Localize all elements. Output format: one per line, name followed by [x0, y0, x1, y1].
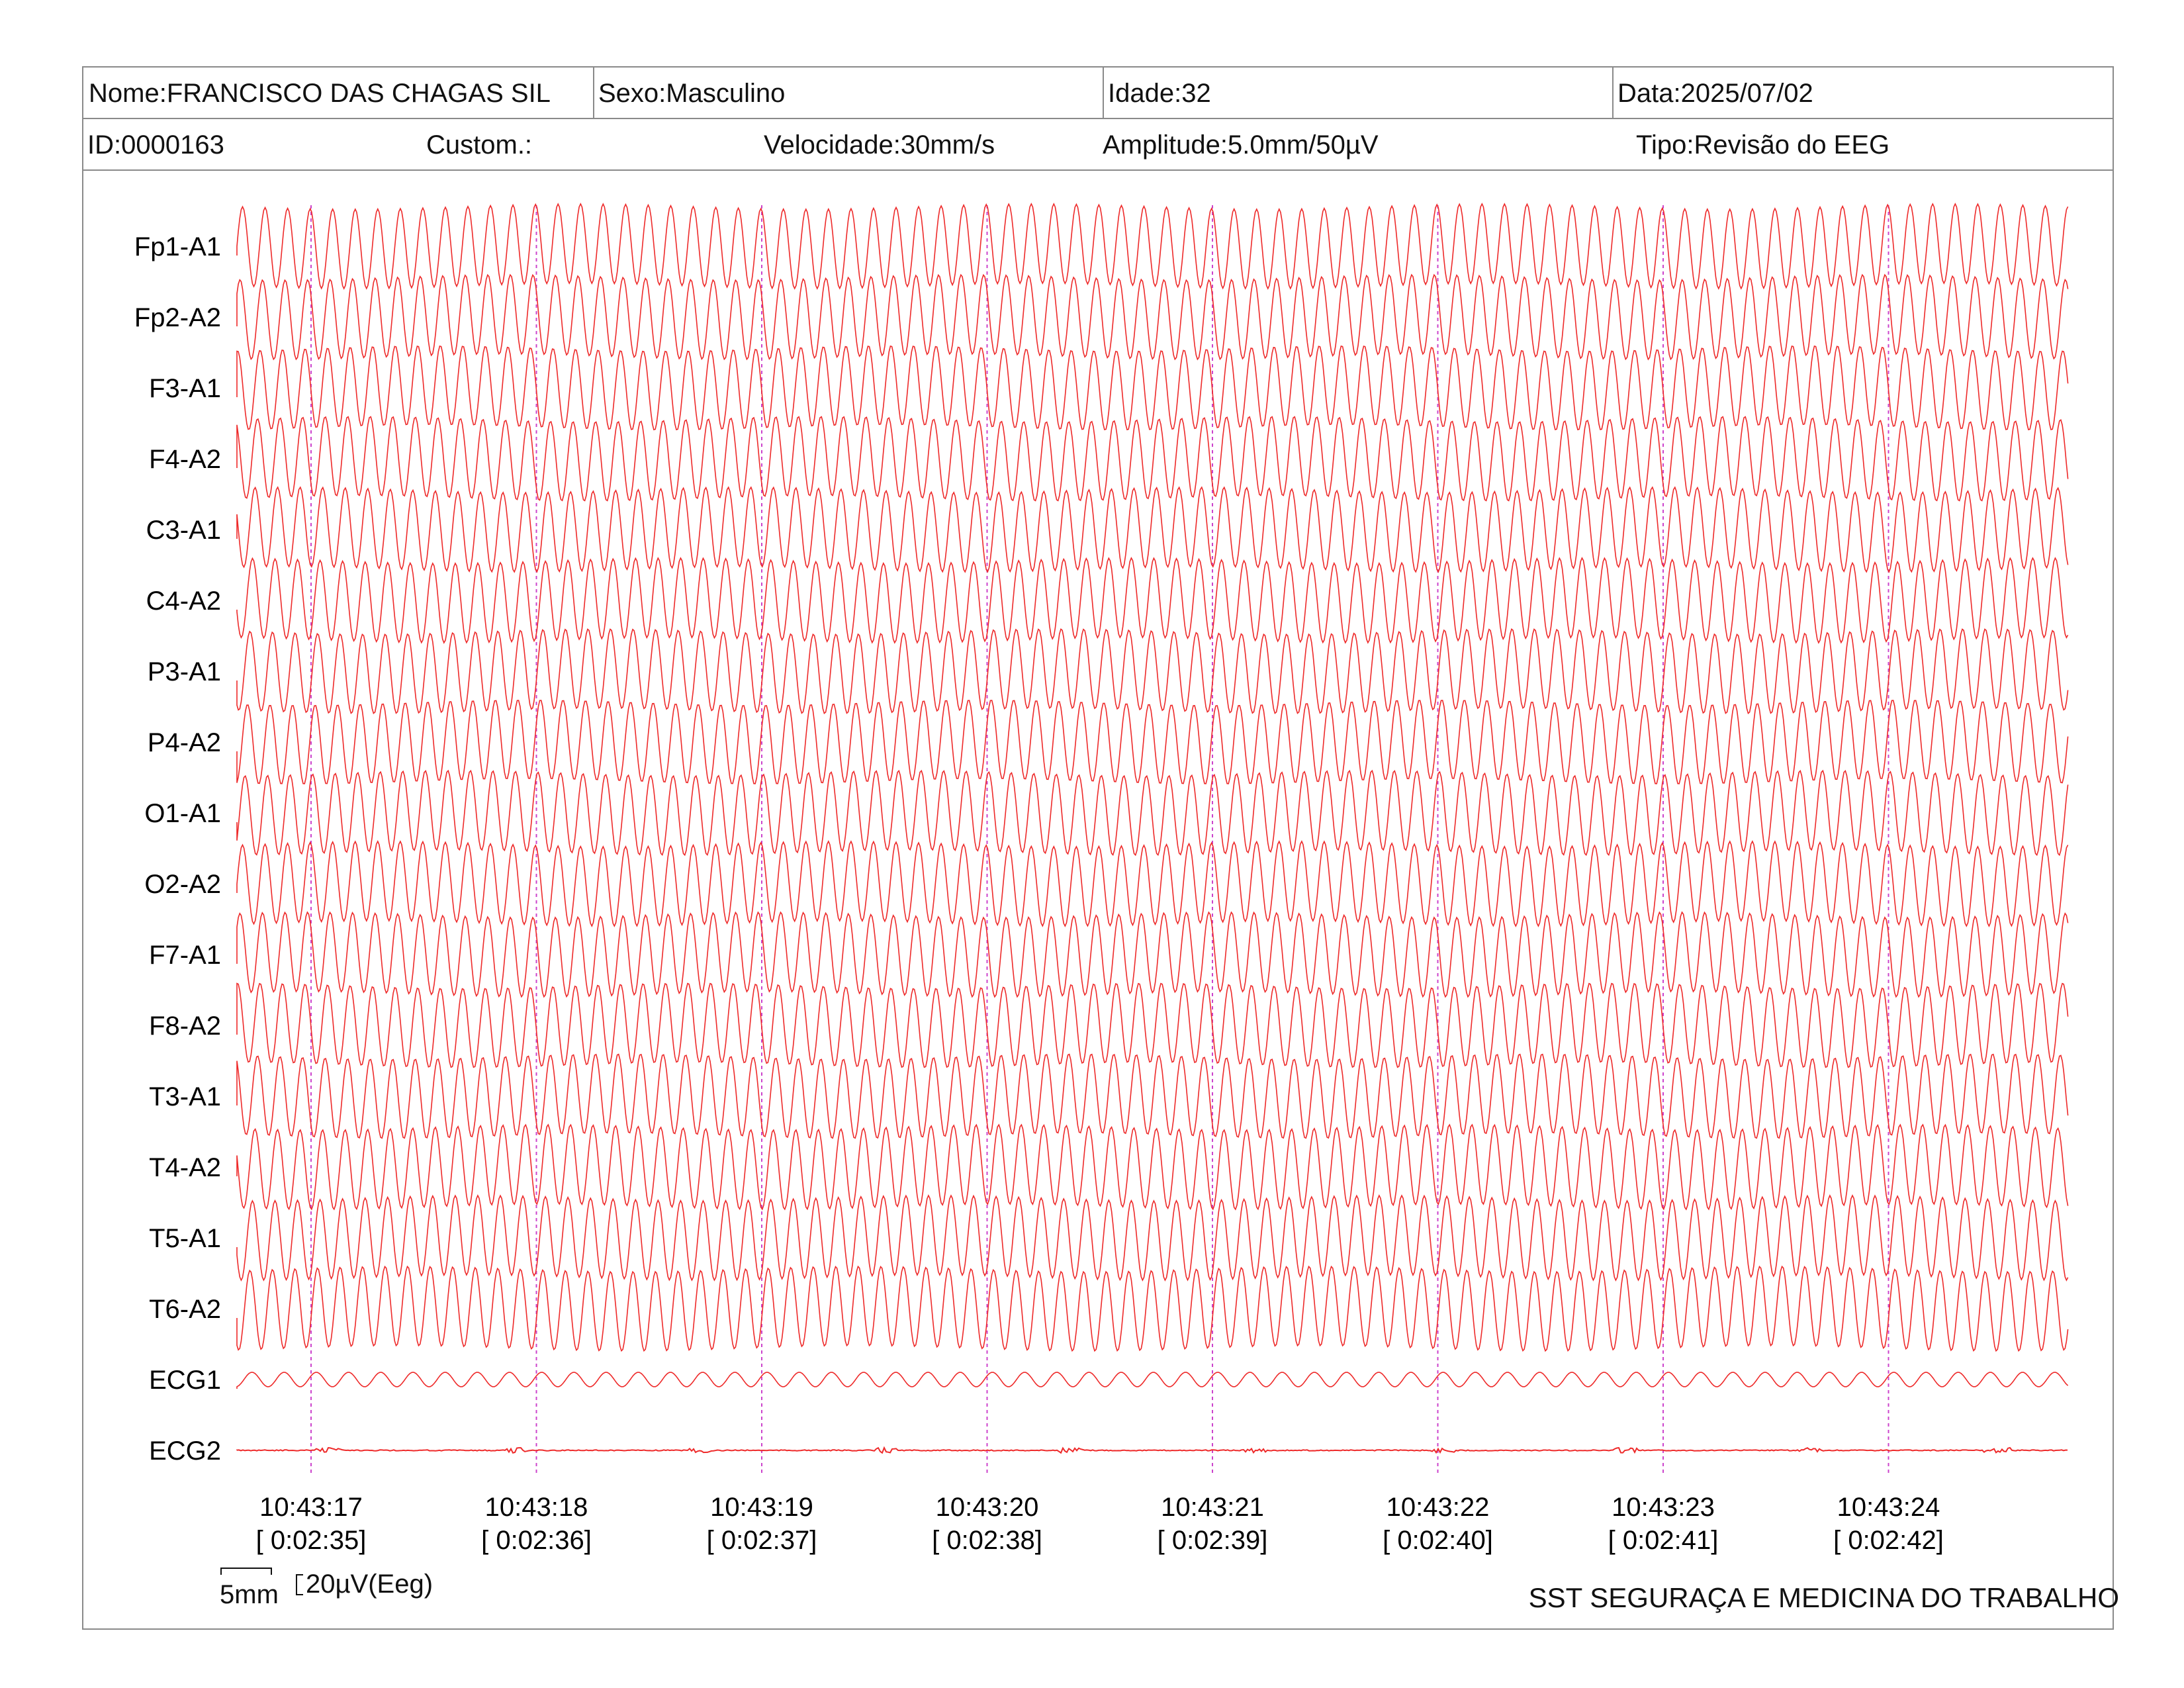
- channel-trace-t3-a1: [236, 1053, 2069, 1139]
- patient-id: ID:0000163: [87, 130, 224, 160]
- calibration-scale: 5mm 20µV(Eeg): [218, 1566, 470, 1612]
- time-clock-label: 10:43:22: [1387, 1493, 1490, 1522]
- channel-label: T6-A2: [149, 1295, 221, 1324]
- channel-label: P4-A2: [148, 728, 221, 757]
- channel-trace-f4-a2: [236, 416, 2069, 502]
- report-frame: Nome:FRANCISCO DAS CHAGAS SIL Sexo:Mascu…: [82, 66, 2114, 1630]
- time-clock-label: 10:43:19: [710, 1493, 813, 1522]
- channel-label: T4-A2: [149, 1153, 221, 1182]
- time-elapsed-label: [ 0:02:39]: [1158, 1526, 1268, 1555]
- custom-field: Custom.:: [426, 130, 533, 160]
- channel-trace-f7-a1: [236, 911, 2069, 998]
- channel-label: P3-A1: [148, 657, 221, 686]
- channel-trace-f3-a1: [236, 345, 2069, 431]
- channel-trace-fp2-a2: [236, 273, 2069, 361]
- channel-label: O2-A2: [144, 870, 221, 899]
- channel-label: C4-A2: [146, 586, 221, 616]
- channel-label: C3-A1: [146, 516, 221, 545]
- channel-label: ECG1: [149, 1366, 221, 1395]
- channel-label: Fp2-A2: [134, 303, 221, 332]
- time-scale-label: 5mm: [220, 1580, 279, 1609]
- patient-sex: Sexo:Masculino: [593, 68, 1103, 118]
- channel-label: F8-A2: [149, 1011, 221, 1041]
- time-labels: 10:43:17 [ 0:02:35] 10:43:18 [ 0:02:36] 10:4…: [256, 1493, 1944, 1555]
- channel-trace-t4-a2: [236, 1123, 2069, 1211]
- time-clock-label: 10:43:24: [1837, 1493, 1940, 1522]
- channel-trace-ecg2: [236, 1446, 2068, 1454]
- channel-label: O1-A1: [144, 799, 221, 828]
- channel-trace-t6-a2: [236, 1265, 2069, 1352]
- channel-trace-fp1-a1: [236, 203, 2069, 290]
- calibration-marks: [220, 1568, 303, 1595]
- time-clock-label: 10:43:23: [1612, 1493, 1715, 1522]
- channel-label: F3-A1: [149, 374, 221, 403]
- speed-setting: Velocidade:30mm/s: [764, 130, 995, 160]
- time-clock-label: 10:43:17: [259, 1493, 363, 1522]
- time-scale-bracket: [220, 1568, 272, 1575]
- channel-trace-p4-a2: [236, 700, 2069, 784]
- amp-scale-bracket: [296, 1574, 303, 1595]
- time-elapsed-label: [ 0:02:40]: [1383, 1526, 1493, 1555]
- time-elapsed-label: [ 0:02:36]: [481, 1526, 592, 1555]
- exam-type: Tipo:Revisão do EEG: [1636, 130, 1890, 160]
- channel-trace-o1-a1: [236, 769, 2069, 857]
- footer-brand: SST SEGURAÇA E MEDICINA DO TRABALHO: [1528, 1582, 2119, 1613]
- patient-age: Idade:32: [1103, 68, 1612, 118]
- time-elapsed-label: [ 0:02:41]: [1608, 1526, 1719, 1555]
- patient-name: Nome:FRANCISCO DAS CHAGAS SIL: [89, 79, 551, 108]
- channel-trace-c4-a2: [236, 557, 2069, 644]
- eeg-traces: [236, 203, 2069, 1454]
- channel-trace-f8-a2: [236, 982, 2069, 1068]
- channel-trace-c3-a1: [236, 486, 2069, 573]
- channel-label: F4-A2: [149, 445, 221, 474]
- channel-label: ECG2: [149, 1436, 221, 1466]
- header-row-patient: Nome:FRANCISCO DAS CHAGAS SIL Sexo:Mascu…: [83, 68, 2113, 119]
- time-clock-label: 10:43:20: [936, 1493, 1039, 1522]
- time-elapsed-label: [ 0:02:42]: [1833, 1526, 1944, 1555]
- channel-labels: Fp1-A1 Fp2-A2 F3-A1 F4-A2 C3-A1 C4-A2 P3-A1 P4-…: [134, 232, 221, 1466]
- time-elapsed-label: [ 0:02:38]: [932, 1526, 1042, 1555]
- time-clock-label: 10:43:21: [1161, 1493, 1264, 1522]
- channel-label: T5-A1: [149, 1224, 221, 1253]
- exam-date: Data:2025/07/02: [1612, 68, 2113, 118]
- header-row-exam: ID:0000163 Custom.: Velocidade:30mm/s Am…: [83, 119, 2113, 171]
- channel-trace-t5-a1: [236, 1194, 2069, 1282]
- channel-trace-ecg1: [236, 1372, 2069, 1389]
- channel-trace-o2-a2: [236, 840, 2069, 927]
- amp-scale-label: 20µV(Eeg): [306, 1570, 433, 1599]
- channel-trace-p3-a1: [236, 628, 2069, 715]
- time-elapsed-label: [ 0:02:37]: [707, 1526, 817, 1555]
- time-elapsed-label: [ 0:02:35]: [256, 1526, 367, 1555]
- amplitude-setting: Amplitude:5.0mm/50µV: [1103, 130, 1379, 160]
- channel-label: F7-A1: [149, 941, 221, 970]
- channel-label: Fp1-A1: [134, 232, 221, 261]
- time-clock-label: 10:43:18: [485, 1493, 588, 1522]
- channel-label: T3-A1: [149, 1082, 221, 1111]
